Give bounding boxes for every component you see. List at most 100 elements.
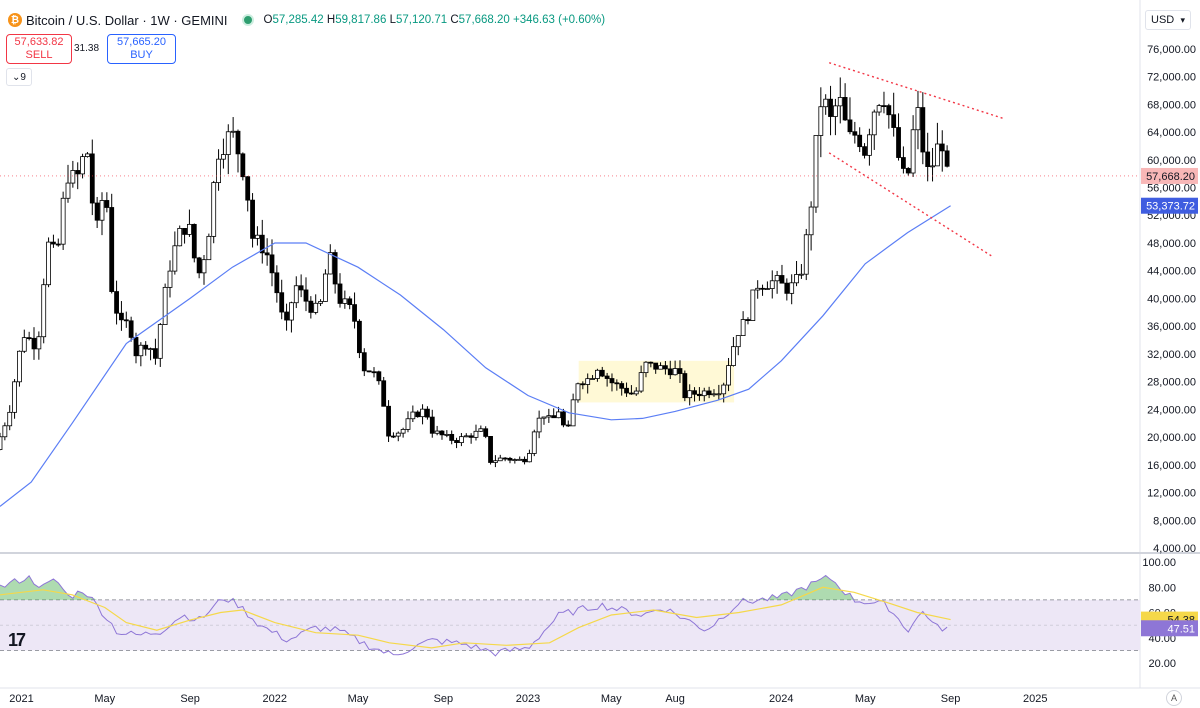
candle-body bbox=[279, 292, 285, 313]
time-tick-label: May bbox=[348, 693, 369, 705]
candle-body bbox=[439, 430, 445, 436]
candle-body bbox=[352, 304, 357, 322]
candle-body bbox=[123, 319, 129, 322]
candle-body bbox=[886, 105, 892, 116]
candle-body bbox=[740, 319, 746, 336]
time-tick-label: 2021 bbox=[9, 693, 33, 705]
candle-body bbox=[551, 415, 557, 419]
candle-body bbox=[41, 284, 47, 338]
rsi-line bbox=[0, 574, 948, 657]
candle-body bbox=[177, 228, 183, 247]
candle-body bbox=[619, 383, 625, 389]
candle-body bbox=[12, 381, 17, 413]
candle-body bbox=[60, 197, 66, 245]
currency-select[interactable]: USD ▾ bbox=[1145, 10, 1191, 30]
sell-button[interactable]: 57,633.82 SELL bbox=[6, 34, 72, 64]
candle-body bbox=[726, 365, 731, 386]
price-tick-label: 60,000.00 bbox=[1147, 155, 1196, 167]
candle-body bbox=[473, 430, 479, 438]
candle-body bbox=[502, 457, 508, 460]
candle-body bbox=[638, 372, 644, 392]
candle-body bbox=[643, 361, 649, 374]
candle-body bbox=[395, 432, 401, 437]
candle-body bbox=[162, 286, 168, 325]
candle-body bbox=[235, 130, 241, 155]
indicator-toggle[interactable]: ⌄ 9 bbox=[6, 68, 32, 86]
price-tick-label: 24,000.00 bbox=[1147, 404, 1196, 416]
candle-body bbox=[881, 105, 887, 108]
trend-line bbox=[828, 62, 1003, 119]
candle-body bbox=[614, 382, 620, 385]
candle-body bbox=[633, 390, 639, 395]
time-tick-label: Sep bbox=[941, 693, 961, 705]
candle-body bbox=[711, 393, 717, 396]
candle-body bbox=[832, 105, 838, 117]
candle-body bbox=[900, 157, 906, 169]
candle-body bbox=[580, 383, 586, 386]
price-tick-label: 12,000.00 bbox=[1147, 488, 1196, 500]
candle-body bbox=[808, 206, 814, 236]
chevron-down-icon: ▾ bbox=[1180, 14, 1185, 25]
candle-body bbox=[599, 369, 605, 377]
candle-body bbox=[0, 436, 3, 450]
candle-body bbox=[128, 320, 134, 338]
time-tick-label: May bbox=[601, 693, 622, 705]
price-tick-label: 40,000.00 bbox=[1147, 293, 1196, 305]
candle-body bbox=[347, 298, 353, 305]
candles-group bbox=[0, 77, 950, 468]
price-tick-label: 20,000.00 bbox=[1147, 432, 1196, 444]
price-tick-label: 44,000.00 bbox=[1147, 266, 1196, 278]
candle-body bbox=[313, 302, 319, 313]
candle-body bbox=[7, 411, 13, 427]
candle-body bbox=[794, 274, 799, 284]
buy-button[interactable]: 57,665.20 BUY bbox=[107, 34, 176, 64]
candle-body bbox=[51, 241, 56, 245]
candle-body bbox=[648, 361, 654, 364]
candle-body bbox=[357, 320, 362, 354]
candle-body bbox=[187, 223, 192, 235]
candle-body bbox=[512, 459, 518, 461]
candle-body bbox=[672, 368, 678, 376]
candle-body bbox=[857, 134, 863, 148]
price-tick-label: 16,000.00 bbox=[1147, 460, 1196, 472]
candle-body bbox=[653, 362, 659, 370]
price-tick-label: 56,000.00 bbox=[1147, 183, 1196, 195]
candle-body bbox=[755, 287, 761, 291]
candle-body bbox=[167, 270, 173, 288]
candle-body bbox=[250, 199, 255, 239]
candle-body bbox=[531, 431, 537, 454]
candle-body bbox=[731, 346, 736, 366]
auto-scale-button[interactable]: A bbox=[1166, 690, 1182, 706]
candle-body bbox=[478, 428, 484, 432]
candle-body bbox=[663, 365, 668, 370]
candle-body bbox=[85, 153, 90, 158]
candle-body bbox=[459, 436, 464, 444]
candle-body bbox=[866, 134, 872, 156]
time-tick-label: May bbox=[855, 693, 876, 705]
chevron-down-icon: ⌄ bbox=[12, 71, 21, 83]
candle-body bbox=[264, 252, 270, 256]
candle-body bbox=[65, 182, 71, 199]
candle-body bbox=[109, 207, 115, 292]
candle-body bbox=[536, 417, 542, 433]
ma-price-tag-bg bbox=[1141, 197, 1198, 214]
symbol-title[interactable]: Bitcoin / U.S. Dollar · 1W · GEMINI bbox=[26, 12, 228, 28]
candle-body bbox=[225, 131, 231, 155]
candle-body bbox=[400, 429, 406, 434]
candle-body bbox=[507, 457, 513, 461]
candle-body bbox=[405, 418, 411, 430]
candle-body bbox=[410, 411, 416, 420]
candle-body bbox=[871, 111, 877, 136]
candle-body bbox=[818, 106, 824, 136]
candle-body bbox=[240, 153, 246, 178]
tradingview-logo-icon[interactable]: 17 bbox=[8, 630, 26, 650]
candle-body bbox=[760, 287, 765, 290]
candle-body bbox=[293, 285, 299, 304]
candle-body bbox=[779, 275, 785, 284]
candle-body bbox=[206, 235, 212, 261]
candle-body bbox=[716, 393, 722, 396]
candle-body bbox=[386, 405, 391, 437]
candle-body bbox=[46, 241, 51, 286]
candle-body bbox=[318, 301, 323, 304]
